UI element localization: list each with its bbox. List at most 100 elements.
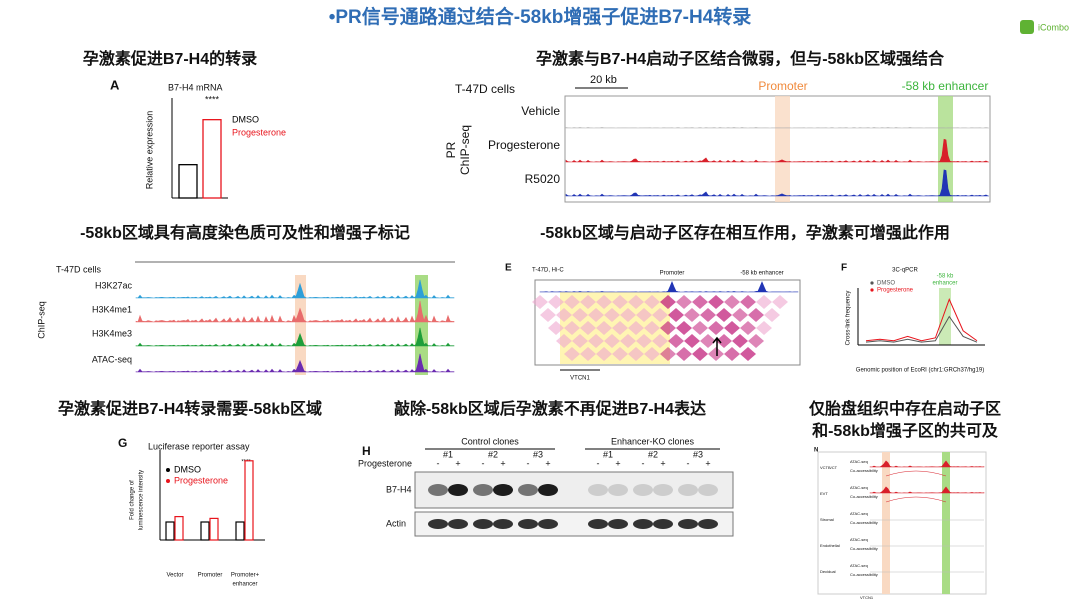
x-axis-label: Genomic position of EcoRI (chr1:GRCh37/h…: [856, 368, 984, 374]
track-label: H3K4me1: [92, 304, 132, 314]
clone-label: #3: [693, 449, 703, 459]
side-label: ChIP-seq: [458, 125, 472, 175]
band: [633, 519, 653, 529]
bar: [203, 120, 221, 198]
bar: [245, 461, 253, 540]
sub-label: Co-accessibility: [850, 520, 878, 525]
band: [518, 519, 538, 529]
band: [428, 484, 448, 496]
x-tick-label: enhancer: [232, 582, 257, 588]
enhancer-label: -58 kb enhancer: [740, 271, 783, 277]
sign-label: +: [455, 458, 460, 468]
legend-label: Progesterone: [232, 127, 286, 137]
sub-label: Co-accessibility: [850, 572, 878, 577]
section-heading: 仅胎盘组织中存在启动子区: [808, 399, 1001, 418]
legend-marker: [870, 288, 873, 291]
promoter-label: Promoter: [660, 271, 685, 277]
row-label: Decidual: [820, 569, 836, 574]
bar: [236, 522, 244, 540]
legend-marker: [166, 479, 170, 483]
sign-label: +: [500, 458, 505, 468]
section-heading: 孕激素促进B7-H4转录需要-58kb区域: [58, 399, 322, 418]
slide-title: •PR信号通路通过结合-58kb增强子促进B7-H4转录: [329, 5, 752, 28]
band: [588, 519, 608, 529]
frame: [818, 452, 986, 594]
group-label: Control clones: [461, 436, 519, 446]
legend-label: DMSO: [174, 464, 201, 474]
band: [493, 519, 513, 529]
band: [538, 484, 558, 496]
band: [653, 484, 673, 496]
sub-label: ATAC-seq: [850, 459, 868, 464]
clone-label: #1: [603, 449, 613, 459]
logo-icon: [1020, 20, 1034, 34]
side-label: PR: [444, 141, 458, 158]
row-label: VCTB/CT: [820, 465, 838, 470]
band: [493, 484, 513, 496]
sign-label: +: [660, 458, 665, 468]
band: [608, 519, 628, 529]
sub-label: ATAC-seq: [850, 485, 868, 490]
promoter-band: [882, 452, 890, 594]
legend-label: Progesterone: [174, 475, 228, 485]
band: [428, 519, 448, 529]
clone-label: #2: [648, 449, 658, 459]
x-tick-label: Vector: [166, 573, 183, 579]
band: [633, 484, 653, 496]
panel-letter: E: [505, 263, 512, 274]
group-label: Enhancer-KO clones: [611, 436, 695, 446]
sign-label: -: [687, 458, 690, 468]
band: [678, 484, 698, 496]
sub-label: Co-accessibility: [850, 546, 878, 551]
sign-label: -: [437, 458, 440, 468]
band: [588, 484, 608, 496]
band: [473, 519, 493, 529]
band: [448, 484, 468, 496]
panel-letter: F: [841, 263, 847, 274]
promoter-band: [775, 96, 790, 202]
track-label: Progesterone: [488, 138, 560, 152]
bar: [201, 522, 209, 540]
row-label: B7-H4: [386, 484, 412, 494]
band: [608, 484, 628, 496]
enhancer-label: -58 kb: [937, 274, 954, 280]
x-tick-label: Promoter+: [231, 573, 260, 579]
clone-label: #2: [488, 449, 498, 459]
panel-letter: A: [110, 77, 120, 92]
panel-title: T-47D, Hi-C: [532, 268, 564, 274]
legend-label: Progesterone: [877, 288, 914, 294]
bar: [175, 517, 183, 540]
section-heading: 和-58kb增强子区的共可及: [812, 421, 999, 440]
track-label: H3K4me3: [92, 328, 132, 338]
row-label: EVT: [820, 491, 828, 496]
section-heading: 孕激素促进B7-H4的转录: [83, 49, 257, 68]
x-tick-label: Promoter: [198, 573, 223, 579]
gene-label: VTCN1: [860, 595, 874, 600]
row-label: Actin: [386, 518, 406, 528]
y-axis-label: Fold change of: [130, 480, 136, 520]
track-label: ATAC-seq: [92, 354, 132, 364]
section-heading: 孕激素与B7-H4启动子区结合微弱，但与-58kb区域强结合: [536, 49, 945, 68]
sign-label: -: [642, 458, 645, 468]
bar: [166, 522, 174, 540]
track-label: R5020: [525, 172, 561, 186]
band: [653, 519, 673, 529]
legend-label: DMSO: [232, 114, 259, 124]
bar: [179, 165, 197, 198]
clone-label: #1: [443, 449, 453, 459]
scale-label: 20 kb: [590, 74, 617, 86]
sign-label: -: [527, 458, 530, 468]
row-label: Endothelial: [820, 543, 840, 548]
row-label: Stromal: [820, 517, 834, 522]
band: [448, 519, 468, 529]
legend-marker: [166, 468, 170, 472]
treatment-label: Progesterone: [358, 458, 412, 468]
sign-label: +: [615, 458, 620, 468]
band: [538, 519, 558, 529]
track-label: H3K27ac: [95, 280, 133, 290]
sub-label: Co-accessibility: [850, 494, 878, 499]
panel-letter: H: [362, 444, 371, 458]
panel-title: 3C-qPCR: [892, 268, 918, 274]
section-heading: -58kb区域与启动子区存在相互作用，孕激素可增强此作用: [540, 223, 950, 242]
track-label: Vehicle: [521, 104, 560, 118]
